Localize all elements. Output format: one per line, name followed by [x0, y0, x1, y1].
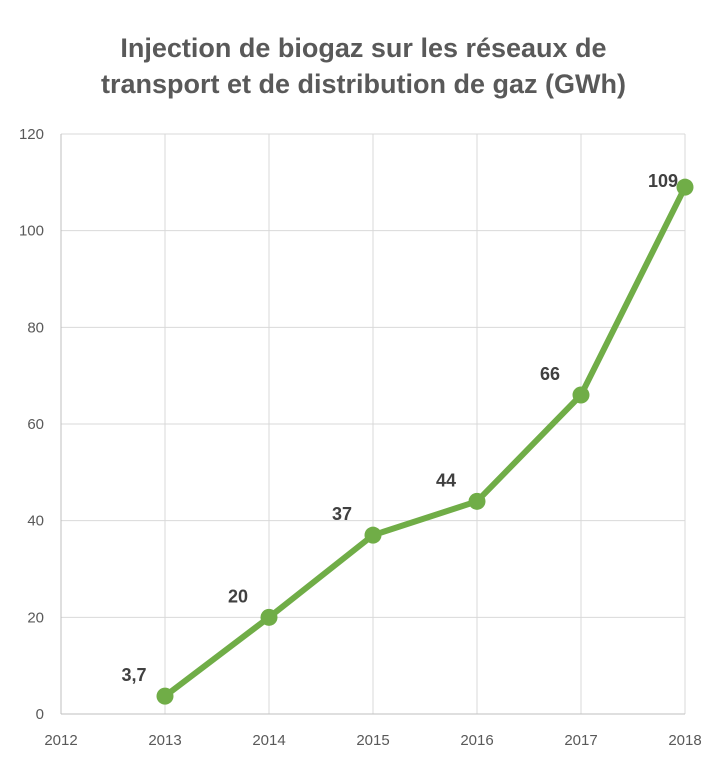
- y-tick-label: 60: [27, 416, 44, 433]
- data-point-marker: [468, 492, 486, 510]
- data-point-marker: [260, 608, 278, 626]
- y-tick-label: 40: [27, 513, 44, 530]
- y-tick-label: 0: [36, 706, 44, 723]
- x-tick-label: 2016: [460, 732, 493, 749]
- x-tick-label: 2014: [252, 732, 285, 749]
- x-tick-label: 2013: [148, 732, 181, 749]
- x-tick-label: 2018: [668, 732, 701, 749]
- y-tick-label: 80: [27, 319, 44, 336]
- series-line: [162, 184, 688, 700]
- data-label: 109: [648, 171, 678, 191]
- y-tick-label: 120: [19, 126, 44, 143]
- data-label: 3,7: [121, 665, 146, 685]
- y-tick-label: 100: [19, 223, 44, 240]
- data-label: 44: [436, 470, 456, 490]
- chart-title-line-2: transport et de distribution de gaz (GWh…: [101, 69, 626, 99]
- data-point-marker: [572, 386, 590, 404]
- y-tick-label: 20: [27, 609, 44, 626]
- data-label: 66: [540, 364, 560, 384]
- data-point-marker: [156, 687, 174, 705]
- x-tick-label: 2015: [356, 732, 389, 749]
- data-point-marker: [676, 178, 694, 196]
- chart-title: Injection de biogaz sur les réseaux de t…: [0, 30, 727, 102]
- chart-title-line-1: Injection de biogaz sur les réseaux de: [120, 33, 607, 63]
- x-tick-label: 2012: [44, 732, 77, 749]
- x-tick-label: 2017: [564, 732, 597, 749]
- data-point-marker: [364, 526, 382, 544]
- data-label: 20: [228, 586, 248, 606]
- data-label: 37: [332, 504, 352, 524]
